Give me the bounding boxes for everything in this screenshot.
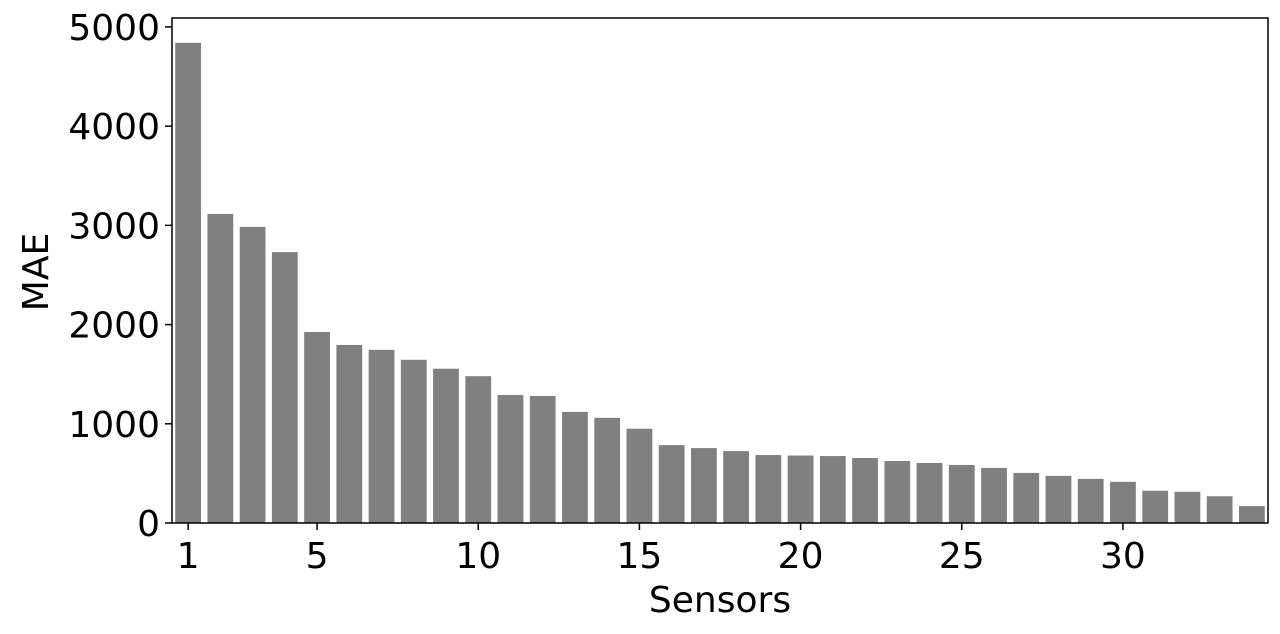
bar (948, 464, 975, 523)
bar (1174, 491, 1201, 523)
bar (884, 460, 911, 523)
bar (562, 411, 588, 523)
bar (465, 376, 492, 523)
x-tick-label: 30 (1100, 536, 1146, 577)
bar (658, 445, 685, 523)
bar (594, 417, 621, 523)
x-tick-label: 10 (455, 536, 501, 577)
bar (271, 252, 298, 523)
x-tick-label: 5 (306, 536, 329, 577)
y-tick-label: 3000 (68, 206, 160, 247)
x-axis-label: Sensors (649, 580, 791, 621)
y-axis-label: MAE (16, 233, 57, 311)
bar (916, 462, 943, 523)
x-tick-label: 25 (939, 536, 985, 577)
bar (304, 332, 330, 523)
bar (1206, 496, 1233, 523)
bar (497, 395, 524, 523)
bar (1077, 478, 1104, 523)
bar (787, 455, 814, 523)
x-tick-label: 1 (177, 536, 200, 577)
bar (819, 456, 846, 523)
bar (981, 467, 1007, 523)
x-tick-label: 20 (778, 536, 824, 577)
bar (755, 455, 782, 523)
bar (1045, 475, 1072, 523)
bar (368, 349, 395, 523)
bar (529, 396, 556, 523)
y-tick-label: 4000 (68, 107, 160, 148)
plot-frame (171, 17, 1269, 524)
y-tick-label: 0 (137, 504, 160, 545)
bar (852, 458, 878, 523)
bar (207, 213, 234, 523)
bar (1110, 481, 1136, 523)
bar (1142, 490, 1169, 523)
y-tick-label: 1000 (68, 405, 160, 446)
y-tick-label: 2000 (68, 306, 160, 347)
bar (1238, 506, 1265, 523)
bar (723, 451, 750, 523)
bar (175, 42, 202, 524)
bar (400, 359, 427, 523)
y-tick-label: 5000 (68, 8, 160, 49)
bar (336, 344, 363, 523)
bar (626, 428, 653, 523)
bar (1013, 472, 1040, 523)
x-tick-label: 15 (617, 536, 663, 577)
bar (690, 448, 717, 523)
bar (433, 368, 459, 523)
bar (239, 226, 266, 524)
